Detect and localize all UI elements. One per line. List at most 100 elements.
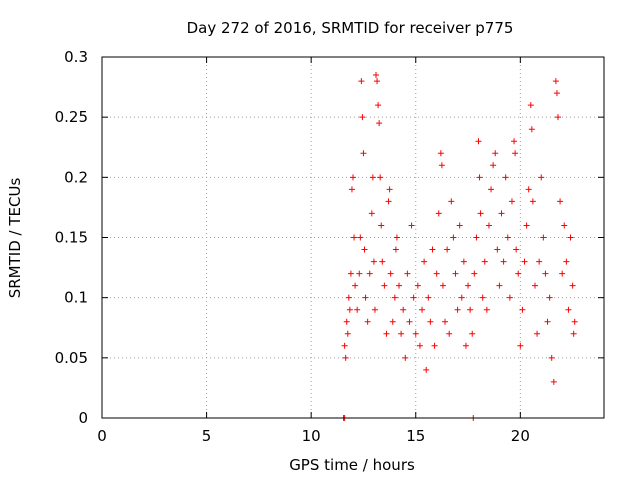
data-point bbox=[517, 342, 524, 349]
data-point bbox=[490, 162, 497, 169]
data-point bbox=[419, 306, 426, 313]
data-point bbox=[494, 246, 501, 253]
data-point bbox=[354, 306, 361, 313]
data-point bbox=[513, 246, 520, 253]
data-point bbox=[508, 198, 515, 205]
y-tick-label: 0.25 bbox=[55, 108, 88, 126]
data-point bbox=[348, 186, 355, 193]
data-point bbox=[350, 174, 356, 181]
data-point bbox=[414, 282, 421, 289]
x-tick-label: 20 bbox=[511, 427, 530, 445]
data-point bbox=[442, 318, 449, 325]
data-point bbox=[391, 294, 398, 301]
y-tick-label: 0.2 bbox=[64, 168, 88, 186]
data-point bbox=[467, 306, 474, 313]
data-point bbox=[400, 306, 407, 313]
x-tick-label: 5 bbox=[202, 427, 212, 445]
data-point bbox=[506, 294, 513, 301]
data-point bbox=[352, 282, 359, 289]
data-point bbox=[370, 258, 377, 265]
data-point bbox=[538, 174, 545, 181]
data-point bbox=[565, 306, 572, 313]
data-point bbox=[376, 120, 383, 127]
data-point bbox=[435, 210, 442, 217]
data-point bbox=[471, 270, 478, 277]
data-point bbox=[550, 378, 557, 385]
data-point bbox=[496, 282, 503, 289]
data-point bbox=[361, 246, 368, 253]
data-point bbox=[381, 282, 388, 289]
data-point bbox=[402, 354, 409, 361]
data-point bbox=[364, 318, 371, 325]
data-point bbox=[431, 342, 438, 349]
data-point bbox=[345, 294, 352, 301]
data-point bbox=[429, 246, 436, 253]
data-point bbox=[421, 258, 428, 265]
data-point bbox=[360, 150, 367, 157]
data-point bbox=[342, 354, 349, 361]
data-point bbox=[369, 174, 376, 181]
data-point bbox=[479, 294, 486, 301]
data-point bbox=[546, 294, 553, 301]
data-point bbox=[375, 102, 382, 109]
data-point bbox=[515, 270, 522, 277]
data-point bbox=[561, 222, 568, 229]
data-point bbox=[374, 78, 381, 85]
data-point bbox=[571, 318, 578, 325]
data-point bbox=[492, 150, 499, 157]
x-tick-labels: 0 5 10 15 20 bbox=[97, 427, 530, 445]
data-point bbox=[542, 270, 549, 277]
data-point bbox=[437, 150, 444, 157]
data-point bbox=[383, 330, 390, 337]
data-point bbox=[351, 234, 358, 241]
data-point bbox=[393, 234, 400, 241]
data-point bbox=[427, 318, 434, 325]
data-point bbox=[408, 222, 415, 229]
data-point bbox=[446, 330, 453, 337]
gridlines bbox=[102, 57, 604, 418]
data-point bbox=[448, 198, 455, 205]
x-tick-label: 10 bbox=[302, 427, 321, 445]
data-point bbox=[387, 270, 394, 277]
data-point bbox=[456, 222, 463, 229]
data-point bbox=[531, 282, 538, 289]
data-point bbox=[454, 306, 461, 313]
data-point bbox=[519, 306, 526, 313]
data-point bbox=[488, 186, 495, 193]
data-point bbox=[557, 198, 564, 205]
data-point bbox=[553, 90, 560, 97]
data-point bbox=[544, 318, 551, 325]
data-point bbox=[548, 354, 555, 361]
data-point bbox=[476, 174, 483, 181]
data-point bbox=[500, 258, 507, 265]
data-point bbox=[444, 246, 451, 253]
data-point bbox=[341, 342, 348, 349]
y-axis-label: SRMTID / TECUs bbox=[6, 178, 24, 299]
data-point bbox=[521, 258, 528, 265]
y-tick-label: 0.3 bbox=[64, 48, 88, 66]
data-point bbox=[528, 126, 535, 133]
data-point bbox=[567, 234, 574, 241]
data-point bbox=[396, 282, 403, 289]
data-point bbox=[378, 222, 385, 229]
data-point bbox=[498, 210, 505, 217]
data-point bbox=[504, 234, 511, 241]
data-point bbox=[358, 78, 365, 85]
data-point bbox=[552, 78, 559, 85]
data-point bbox=[438, 162, 445, 169]
data-point bbox=[416, 342, 423, 349]
data-point bbox=[344, 330, 351, 337]
data-point bbox=[386, 186, 393, 193]
data-point bbox=[346, 306, 353, 313]
data-point bbox=[485, 222, 492, 229]
data-point bbox=[368, 210, 375, 217]
data-point bbox=[433, 270, 440, 277]
y-tick-label: 0.15 bbox=[55, 229, 88, 247]
data-point bbox=[536, 258, 543, 265]
data-point bbox=[529, 198, 536, 205]
x-axis-label: GPS time / hours bbox=[289, 456, 415, 474]
data-point bbox=[362, 294, 369, 301]
data-point bbox=[423, 366, 430, 373]
data-point bbox=[570, 330, 577, 337]
data-point bbox=[512, 150, 519, 157]
